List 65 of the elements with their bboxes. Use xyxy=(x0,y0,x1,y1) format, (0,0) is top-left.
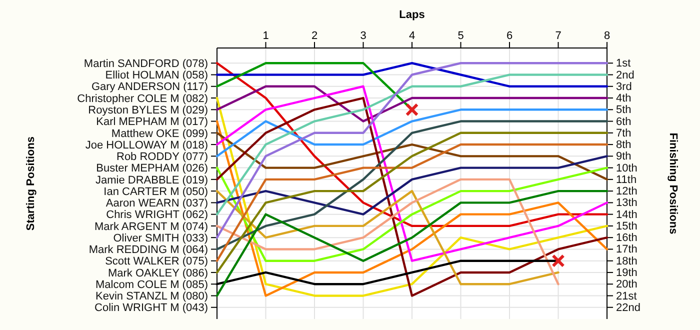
text: Gary ANDERSON (117) xyxy=(91,81,208,94)
line-series xyxy=(216,143,608,262)
text: Malcom COLE M (085) xyxy=(96,278,208,291)
x-tick-label: 6 xyxy=(506,30,513,42)
x-tick-label: 3 xyxy=(360,30,366,42)
text: Oliver SMITH (033) xyxy=(113,232,208,244)
line-series xyxy=(216,85,608,262)
y-tick-label: 2nd xyxy=(616,69,634,82)
y-tick-label: 11th xyxy=(616,174,637,186)
y-tick-label: 8th xyxy=(616,139,632,152)
y-tick-label: 18th xyxy=(616,255,638,268)
line-series xyxy=(216,166,608,262)
y-tick-label: 14th xyxy=(616,208,638,221)
line-series xyxy=(216,132,608,181)
text: Joe HOLLOWAY M (018) xyxy=(85,139,208,152)
x-tick-label: 4 xyxy=(408,30,416,42)
text: Jamie DRABBLE (019) xyxy=(96,174,208,186)
y-tick-label: 13th xyxy=(616,197,638,210)
y-tick-label: 10th xyxy=(616,162,638,174)
text: Colin WRIGHT M (043) xyxy=(94,302,208,314)
text: Mark OAKLEY (086) xyxy=(108,267,208,280)
text: Karl MEPHAM M (017) xyxy=(96,116,208,128)
y-tick-label: 22nd xyxy=(616,302,640,314)
text: Elliot HOLMAN (058) xyxy=(105,70,208,82)
line-series xyxy=(216,108,608,158)
y-tick-label: 3rd xyxy=(616,80,632,93)
x-axis-title: Laps xyxy=(399,9,425,21)
y-tick-label: 21st xyxy=(616,290,637,302)
y-tick-label: 4th xyxy=(616,92,632,105)
text: Scott WALKER (075) xyxy=(105,256,208,268)
text: Kevin STANZL M (080) xyxy=(96,290,208,303)
y-tick-label: 6th xyxy=(616,116,632,128)
text: Aaron WEARN (037) xyxy=(106,198,208,210)
text: Chris WRIGHT (062) xyxy=(106,209,208,222)
text: Buster MEPHAM (026) xyxy=(96,162,208,175)
x-tick-label: 7 xyxy=(555,30,562,42)
x-tick-label: 2 xyxy=(311,30,318,42)
y-tick-label: 20th xyxy=(616,278,638,291)
text: Ian CARTER M (050) xyxy=(104,186,208,198)
text: Matthew OKE (099) xyxy=(111,128,208,140)
text: Royston BYLES M (029) xyxy=(88,104,208,116)
text: Martin SANDFORD (078) xyxy=(84,58,208,70)
y-tick-label: 7th xyxy=(616,127,632,140)
y-tick-label: 16th xyxy=(616,232,638,244)
line-series xyxy=(216,85,608,122)
x-tick-label: 1 xyxy=(262,30,269,42)
text: Rob RODDY (077) xyxy=(116,151,208,164)
line-series xyxy=(216,155,608,216)
x-tick-label: 5 xyxy=(458,30,464,42)
line-series xyxy=(216,190,608,297)
line-series xyxy=(216,120,608,250)
line-series xyxy=(216,132,608,274)
text: Christopher COLE M (082) xyxy=(77,92,208,105)
y-tick-label: 5th xyxy=(616,104,632,116)
y-tick-label: 17th xyxy=(616,244,638,256)
y-tick-label: 19th xyxy=(616,266,638,279)
x-tick-label: 8 xyxy=(604,30,610,42)
y-axis-title: Finishing Positions xyxy=(667,132,679,234)
text: Mark REDDING M (064) xyxy=(88,244,208,256)
text: Starting Positions xyxy=(25,136,37,231)
y-tick-label: 9th xyxy=(616,150,632,163)
text: Mark ARGENT M (074) xyxy=(94,220,208,233)
y-tick-label: 1st xyxy=(616,58,631,70)
y-tick-label: 15th xyxy=(616,220,638,232)
y-tick-label: 12th xyxy=(616,186,638,198)
